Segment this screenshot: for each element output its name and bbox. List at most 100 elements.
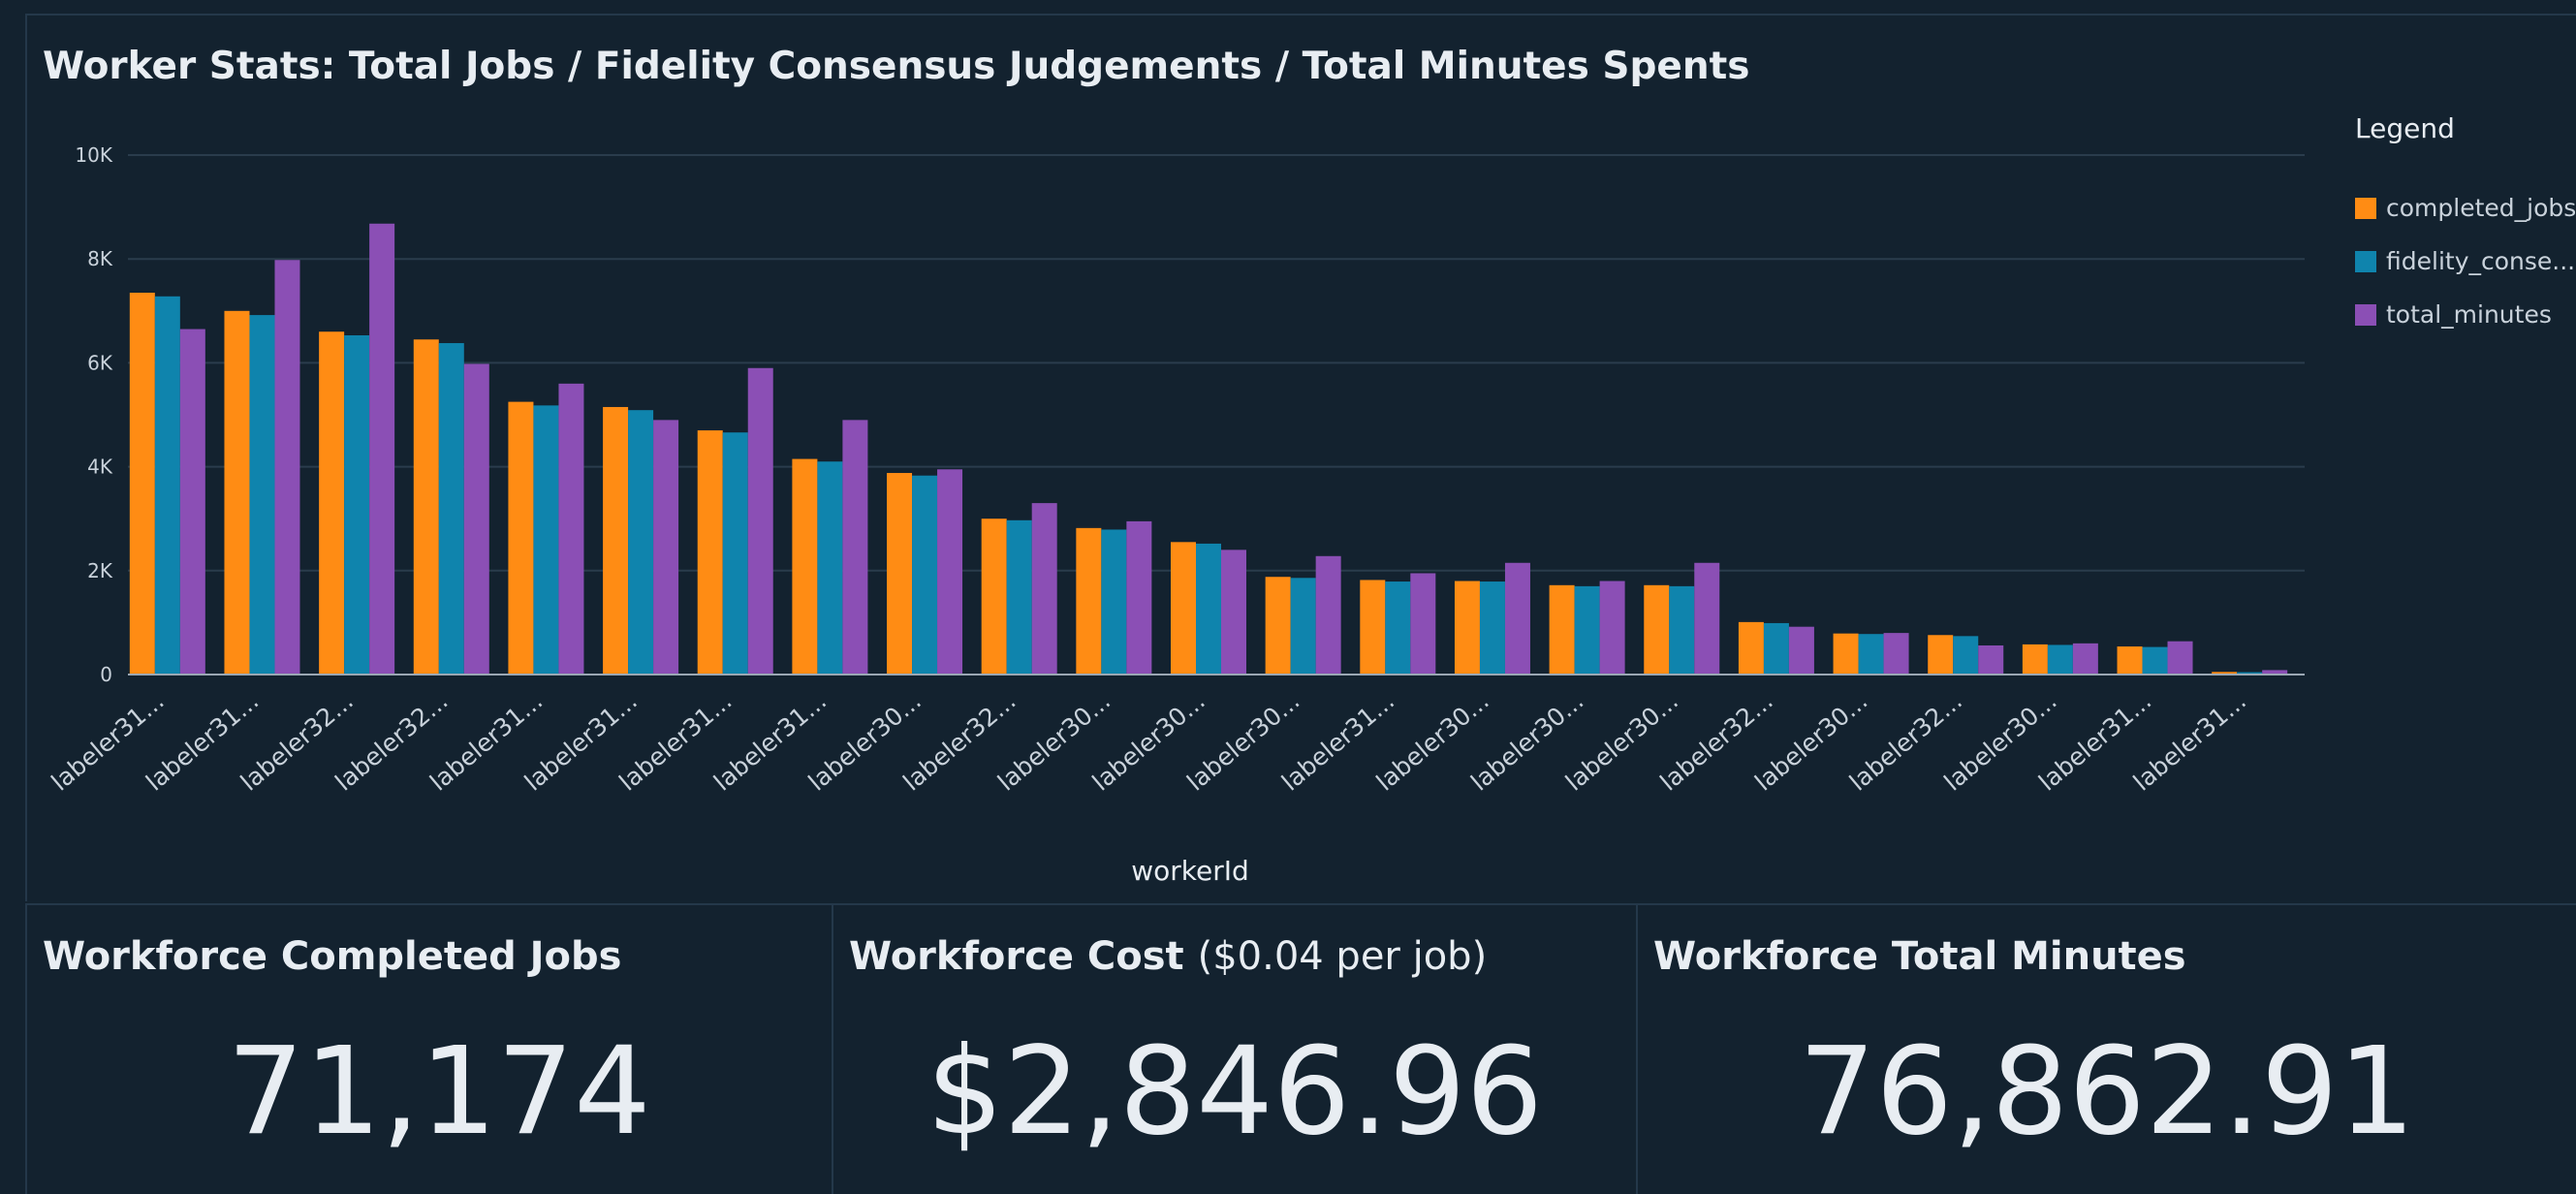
legend-swatch-completed-jobs (2355, 197, 2376, 219)
bar-completed_jobs (1360, 580, 1386, 675)
chart-panel: Worker Stats: Total Jobs / Fidelity Cons… (25, 14, 2576, 901)
kpi-title-text: Workforce Total Minutes (1653, 934, 2186, 979)
bar-completed_jobs (1549, 584, 1575, 675)
bar-fidelity_conse (1290, 578, 1316, 675)
bar-fidelity_conse (533, 405, 559, 675)
bar-completed_jobs (319, 331, 345, 675)
bar-completed_jobs (1928, 635, 1954, 675)
bar-total_minutes (1599, 581, 1625, 675)
bar-completed_jobs (887, 473, 913, 675)
bar-completed_jobs (697, 430, 723, 675)
bar-fidelity_conse (1385, 581, 1411, 675)
kpi-title-text: Workforce Completed Jobs (43, 934, 622, 979)
bar-completed_jobs (603, 406, 629, 675)
bar-completed_jobs (1738, 621, 1764, 675)
kpi-value: 76,862.91 (1798, 1021, 2416, 1162)
legend-label: completed_jobs (2386, 194, 2576, 222)
bar-completed_jobs (981, 518, 1007, 675)
y-tick-label: 0 (100, 663, 112, 686)
kpi-value: 71,174 (227, 1021, 651, 1162)
bar-fidelity_conse (1763, 622, 1789, 675)
bar-completed_jobs (1076, 527, 1102, 675)
legend-label: fidelity_conse... (2386, 247, 2576, 275)
legend-item-fidelity[interactable]: fidelity_conse... (2355, 235, 2576, 288)
bar-fidelity_conse (628, 410, 654, 675)
bar-total_minutes (179, 329, 205, 675)
bar-fidelity_conse (1479, 581, 1505, 675)
bar-total_minutes (1221, 550, 1246, 675)
bar-completed_jobs (1833, 633, 1859, 675)
bar-total_minutes (463, 363, 489, 675)
bar-total_minutes (369, 223, 395, 675)
bar-total_minutes (1978, 644, 2004, 675)
legend-swatch-total-minutes (2355, 303, 2376, 326)
bar-completed_jobs (2022, 644, 2048, 675)
bar-fidelity_conse (1858, 634, 1884, 675)
bar-fidelity_conse (154, 296, 180, 675)
bar-total_minutes (2167, 641, 2193, 675)
bar-total_minutes (2262, 670, 2288, 675)
kpi-workforce-cost: Workforce Cost ($0.04 per job) $2,846.96 (832, 903, 1636, 1194)
bar-completed_jobs (792, 458, 818, 675)
kpi-subtitle: ($0.04 per job) (1197, 934, 1488, 979)
bar-fidelity_conse (1953, 636, 1979, 675)
bar-fidelity_conse (722, 432, 748, 675)
kpi-total-minutes: Workforce Total Minutes 76,862.91 (1636, 903, 2576, 1194)
bar-fidelity_conse (1101, 529, 1127, 675)
bar-fidelity_conse (912, 475, 938, 675)
legend: Legend completed_jobs fidelity_conse... … (2355, 112, 2576, 341)
bar-total_minutes (1126, 520, 1152, 675)
bar-fidelity_conse (1574, 585, 1600, 675)
bar-completed_jobs (129, 293, 155, 675)
bar-total_minutes (937, 469, 963, 675)
legend-label: total_minutes (2386, 300, 2552, 329)
bar-total_minutes (2072, 643, 2098, 675)
kpi-title: Workforce Cost ($0.04 per job) (849, 934, 1487, 979)
y-tick-label: 6K (87, 351, 113, 374)
legend-swatch-fidelity (2355, 250, 2376, 272)
legend-item-total-minutes[interactable]: total_minutes (2355, 288, 2576, 341)
bar-completed_jobs (1454, 581, 1480, 675)
legend-item-completed-jobs[interactable]: completed_jobs (2355, 181, 2576, 235)
bar-completed_jobs (1644, 584, 1670, 675)
bar-total_minutes (1315, 555, 1341, 675)
bar-fidelity_conse (817, 461, 843, 675)
y-tick-label: 2K (87, 559, 113, 582)
y-tick-label: 10K (75, 143, 112, 167)
kpi-title: Workforce Completed Jobs (43, 934, 621, 979)
bar-completed_jobs (508, 401, 534, 675)
bar-completed_jobs (224, 310, 250, 675)
bar-total_minutes (274, 260, 300, 675)
bar-fidelity_conse (1006, 519, 1032, 675)
bar-fidelity_conse (1669, 585, 1695, 675)
kpi-title: Workforce Total Minutes (1653, 934, 2186, 979)
bar-total_minutes (1883, 633, 1909, 675)
bar-total_minutes (653, 420, 679, 675)
y-tick-label: 8K (87, 247, 113, 270)
bar-total_minutes (1788, 626, 1814, 675)
bar-total_minutes (1031, 503, 1057, 675)
bar-fidelity_conse (1196, 543, 1221, 675)
kpi-value: $2,846.96 (926, 1021, 1544, 1162)
bar-completed_jobs (2117, 646, 2143, 675)
x-axis-title: workerId (1131, 855, 1249, 887)
bar-fidelity_conse (2237, 672, 2263, 675)
bar-fidelity_conse (249, 315, 275, 675)
bar-completed_jobs (1171, 542, 1196, 675)
bar-completed_jobs (413, 339, 439, 675)
bar-total_minutes (747, 367, 773, 675)
kpi-title-text: Workforce Cost (849, 934, 1184, 979)
bar-fidelity_conse (344, 334, 370, 675)
bar-completed_jobs (2212, 672, 2238, 675)
bar-chart: 02K4K6K8K10Klabeler31...labeler31...labe… (46, 143, 2305, 887)
bar-fidelity_conse (2142, 646, 2168, 675)
bar-fidelity_conse (2047, 644, 2073, 675)
bar-completed_jobs (1265, 577, 1291, 675)
bar-total_minutes (1694, 562, 1720, 675)
bar-total_minutes (558, 383, 584, 675)
bar-total_minutes (1504, 562, 1530, 675)
chart-title: Worker Stats: Total Jobs / Fidelity Cons… (43, 45, 1750, 88)
bar-total_minutes (1410, 573, 1436, 675)
y-tick-label: 4K (87, 456, 113, 479)
kpi-completed-jobs: Workforce Completed Jobs 71,174 (25, 903, 832, 1194)
